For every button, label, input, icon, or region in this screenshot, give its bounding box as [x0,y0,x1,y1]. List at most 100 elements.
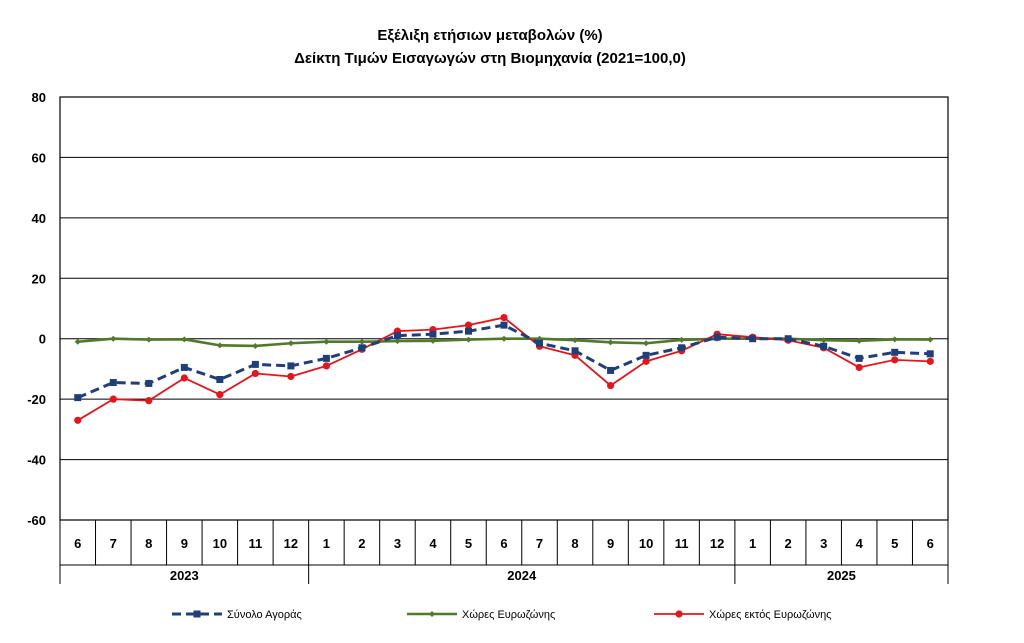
x-tick-label: 1 [749,536,756,551]
x-tick-label: 1 [323,536,330,551]
x-tick-label: 11 [675,536,689,551]
x-tick-label: 3 [820,536,827,551]
data-point [180,363,188,371]
data-point [287,372,295,381]
data-point [501,335,507,342]
data-point [642,351,650,359]
y-tick-label: 20 [32,271,46,286]
data-point [181,336,188,343]
data-point [358,338,365,345]
series-line [77,316,931,422]
x-tick-label: 6 [500,536,507,551]
x-tick-label: 7 [536,536,543,551]
data-point [464,327,472,335]
data-point [820,337,827,344]
data-point [572,337,579,344]
data-point [429,330,437,338]
data-point [109,379,117,387]
plot-border [59,96,949,521]
legend-label: Χώρες εκτός Ευρωζώνης [709,609,832,621]
data-point [109,395,117,403]
data-point [606,381,615,390]
data-point [145,336,152,343]
x-tick-label: 8 [571,536,578,551]
x-tick-label: 8 [145,536,152,551]
year-label: 2025 [827,568,856,583]
data-point [643,340,650,347]
data-point [571,347,579,355]
data-point [74,416,82,424]
x-tick-label: 10 [213,536,227,551]
data-point [464,321,473,329]
data-point [713,333,721,341]
year-label: 2024 [507,568,537,583]
data-point [500,321,508,329]
x-tick-label: 2 [785,536,792,551]
y-tick-label: 80 [32,90,46,105]
x-tick-label: 5 [891,536,898,551]
data-point [323,338,330,345]
x-tick-label: 10 [639,536,653,551]
chart-subtitle: Δείκτη Τιμών Εισαγωγών στη Βιομηχανία (2… [294,50,686,67]
data-point [926,350,934,358]
x-tick-label: 6 [927,536,934,551]
chart-title: Εξέλιξη ετήσιων μεταβολών (%) [377,27,603,44]
data-point [251,360,259,368]
data-point [926,357,934,365]
data-point [145,379,153,387]
x-tick-label: 7 [110,536,117,551]
data-point [678,344,686,352]
data-point [74,394,82,402]
data-point [180,374,188,382]
x-tick-label: 3 [394,536,401,551]
x-tick-label: 9 [607,536,614,551]
data-point [465,336,472,343]
x-tick-label: 11 [248,536,262,551]
data-point [358,344,366,352]
data-point [287,340,294,347]
data-point [784,335,792,343]
data-point [642,357,650,365]
data-point [927,336,934,343]
data-point [251,369,259,378]
year-label: 2023 [170,568,199,583]
y-tick-label: 40 [32,211,46,226]
data-point [607,366,615,374]
data-point [855,354,863,362]
legend-marker [429,611,435,617]
data-point [74,338,81,345]
data-point [322,362,330,370]
x-tick-label: 6 [74,536,81,551]
y-tick-label: 60 [32,150,46,165]
data-point [820,342,828,350]
data-point [855,363,863,372]
data-point [394,338,401,345]
x-tick-label: 2 [358,536,365,551]
data-point [500,313,508,322]
data-point [216,376,224,384]
data-point [322,354,330,362]
x-tick-label: 12 [284,536,298,551]
data-point [891,348,899,356]
y-tick-label: -40 [27,453,46,468]
data-point [393,332,401,340]
data-point [216,342,223,349]
data-point [287,362,295,370]
legend-label: Χώρες Ευρωζώνης [462,609,555,621]
data-point [678,336,685,343]
legend-marker [193,610,201,618]
data-point [536,339,544,347]
legend-label: Σύνολο Αγοράς [227,609,302,621]
data-point [891,356,899,364]
x-tick-label: 5 [465,536,472,551]
legend-marker [675,610,683,618]
x-tick-label: 4 [429,536,437,551]
data-point [891,336,898,343]
data-point [856,337,863,344]
y-tick-label: -60 [27,513,46,528]
data-point [607,339,614,346]
data-point [749,335,757,343]
data-point [216,391,224,399]
x-tick-label: 9 [181,536,188,551]
